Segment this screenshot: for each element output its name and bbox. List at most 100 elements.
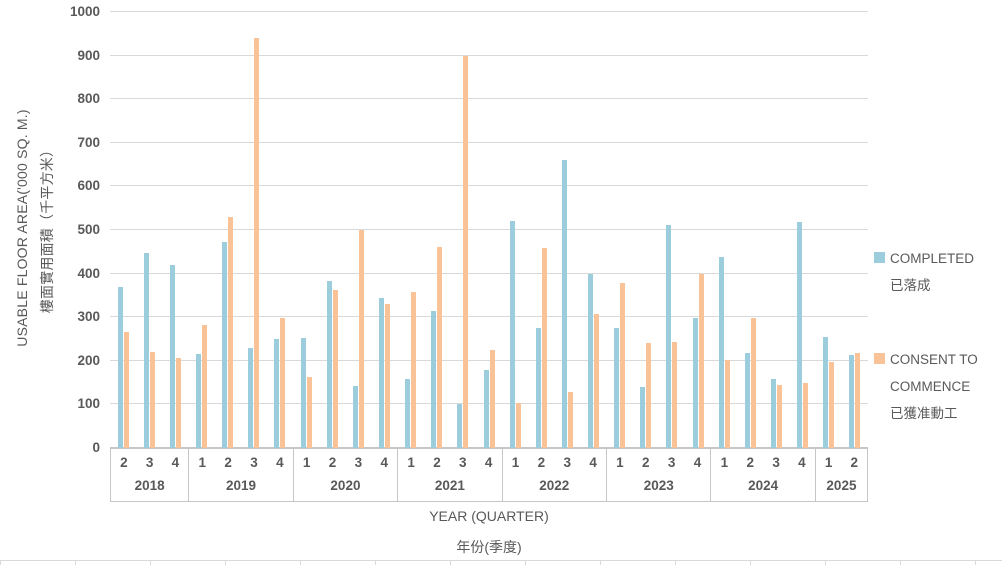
bar-completed [222, 242, 228, 448]
quarter-row: 1 2 3 4 [503, 449, 606, 476]
gridline [110, 403, 868, 405]
y-axis-tick-label: 1000 [69, 4, 100, 19]
quarter-label: 1 [198, 455, 206, 470]
legend: COMPLETED 已落成 CONSENT TO COMMENCE 已獲准動工 [874, 245, 1000, 427]
quarter-label: 2 [746, 455, 754, 470]
bar-consent-to-commence [254, 38, 260, 448]
bar-consent-to-commence [803, 383, 809, 448]
x-axis-baseline [110, 447, 868, 448]
bar-consent-to-commence [384, 304, 390, 448]
x-axis: 2 3 4 2018 1 2 3 4 2019 1 2 3 4 2020 1 2 3 4 2021 1 2 3 4 2022 1… [110, 448, 869, 502]
quarter-label: 3 [772, 455, 780, 470]
quarter-label: 4 [171, 455, 180, 470]
bar-completed [849, 355, 855, 448]
bar-consent-to-commence [855, 352, 861, 448]
y-axis-title-zh: 樓面實用面積（千平方米） [39, 142, 55, 314]
plot-area [110, 11, 868, 448]
quarter-label: 4 [693, 455, 702, 470]
year-label: 2019 [226, 478, 257, 493]
bar-consent-to-commence [201, 325, 207, 448]
bar-completed [169, 264, 175, 448]
bar-consent-to-commence [149, 352, 155, 448]
gridline [110, 316, 868, 318]
bar-completed [248, 348, 254, 448]
bar-consent-to-commence [332, 290, 338, 448]
bar-completed [640, 386, 646, 448]
year-group-2022: 1 2 3 4 2022 [502, 449, 607, 502]
quarter-label: 3 [667, 455, 676, 470]
quarter-row: 1 2 3 4 [607, 449, 710, 476]
bar-consent-to-commence [777, 384, 783, 448]
bar-completed [771, 379, 777, 448]
completed-series-swatch-icon [874, 252, 885, 263]
y-axis-tick-label: 300 [77, 309, 100, 325]
bar-consent-to-commence [541, 247, 547, 448]
y-axis-tick-label: 800 [77, 91, 100, 107]
y-axis-tick-label: 500 [77, 222, 100, 237]
gridline [110, 359, 868, 361]
bar-completed [143, 253, 149, 448]
year-group-2024: 1 2 3 4 2024 [711, 449, 816, 502]
year-group-2019: 1 2 3 4 2019 [189, 449, 294, 502]
year-group-2023: 1 2 3 4 2023 [607, 449, 712, 502]
legend-consent-label-line2: COMMENCE [890, 379, 971, 394]
x-axis-title-zh: 年份(季度) [456, 539, 522, 555]
y-axis-tick-label: 600 [77, 178, 100, 194]
bar-completed [561, 160, 567, 448]
quarter-label: 2 [433, 455, 441, 470]
quarter-row: 1 2 3 4 [711, 449, 814, 476]
bar-completed [352, 386, 358, 448]
bar-completed [509, 220, 515, 448]
y-axis-tick-label: 0 [92, 440, 100, 455]
year-label: 2025 [826, 478, 857, 493]
quarter-label: 4 [798, 455, 806, 470]
legend-consent-label-zh: 已獲准動工 [890, 406, 958, 421]
y-axis-tick-label: 400 [77, 265, 100, 281]
quarter-label: 4 [380, 455, 388, 470]
bar-consent-to-commence [646, 342, 652, 448]
y-axis-tick-label: 100 [77, 396, 100, 412]
bar-completed [117, 286, 123, 448]
quarter-label: 2 [850, 455, 859, 470]
legend-item-consent: CONSENT TO COMMENCE 已獲准動工 [874, 346, 1000, 427]
table-top-border [0, 560, 1002, 566]
gridline [110, 185, 868, 187]
quarter-label: 1 [407, 455, 415, 470]
quarter-label: 2 [642, 455, 650, 470]
quarter-label: 1 [511, 455, 520, 470]
quarter-label: 2 [224, 455, 232, 470]
year-label: 2024 [748, 478, 779, 493]
bar-consent-to-commence [515, 403, 521, 448]
gridline [110, 141, 868, 143]
bar-consent-to-commence [358, 230, 364, 448]
bar-completed [718, 257, 724, 448]
legend-consent-label-line1: CONSENT TO [890, 352, 978, 367]
bar-consent-to-commence [228, 217, 234, 448]
gridline [110, 98, 868, 100]
quarter-label: 4 [276, 455, 284, 470]
bar-completed [483, 370, 489, 448]
quarter-label: 3 [250, 455, 258, 470]
bar-completed [797, 222, 803, 448]
bar-completed [378, 297, 384, 448]
bar-completed [666, 225, 672, 448]
bar-completed [588, 273, 594, 448]
bar-completed [300, 337, 306, 448]
bar-consent-to-commence [594, 313, 600, 448]
year-group-2021: 1 2 3 4 2021 [398, 449, 503, 502]
bar-completed [614, 328, 620, 448]
year-label: 2021 [434, 478, 465, 493]
y-axis-tick-label: 200 [77, 352, 100, 368]
bar-completed [692, 318, 698, 448]
bar-consent-to-commence [175, 357, 181, 448]
quarter-label: 3 [354, 455, 363, 470]
bar-consent-to-commence [672, 342, 678, 448]
bar-consent-to-commence [280, 317, 286, 448]
bar-completed [405, 379, 411, 448]
bar-consent-to-commence [411, 292, 417, 448]
legend-completed-label-en: COMPLETED [890, 251, 975, 266]
gridline [110, 272, 868, 274]
quarter-row: 1 2 3 4 [189, 449, 292, 476]
y-axis-tick-label: 900 [77, 47, 100, 63]
